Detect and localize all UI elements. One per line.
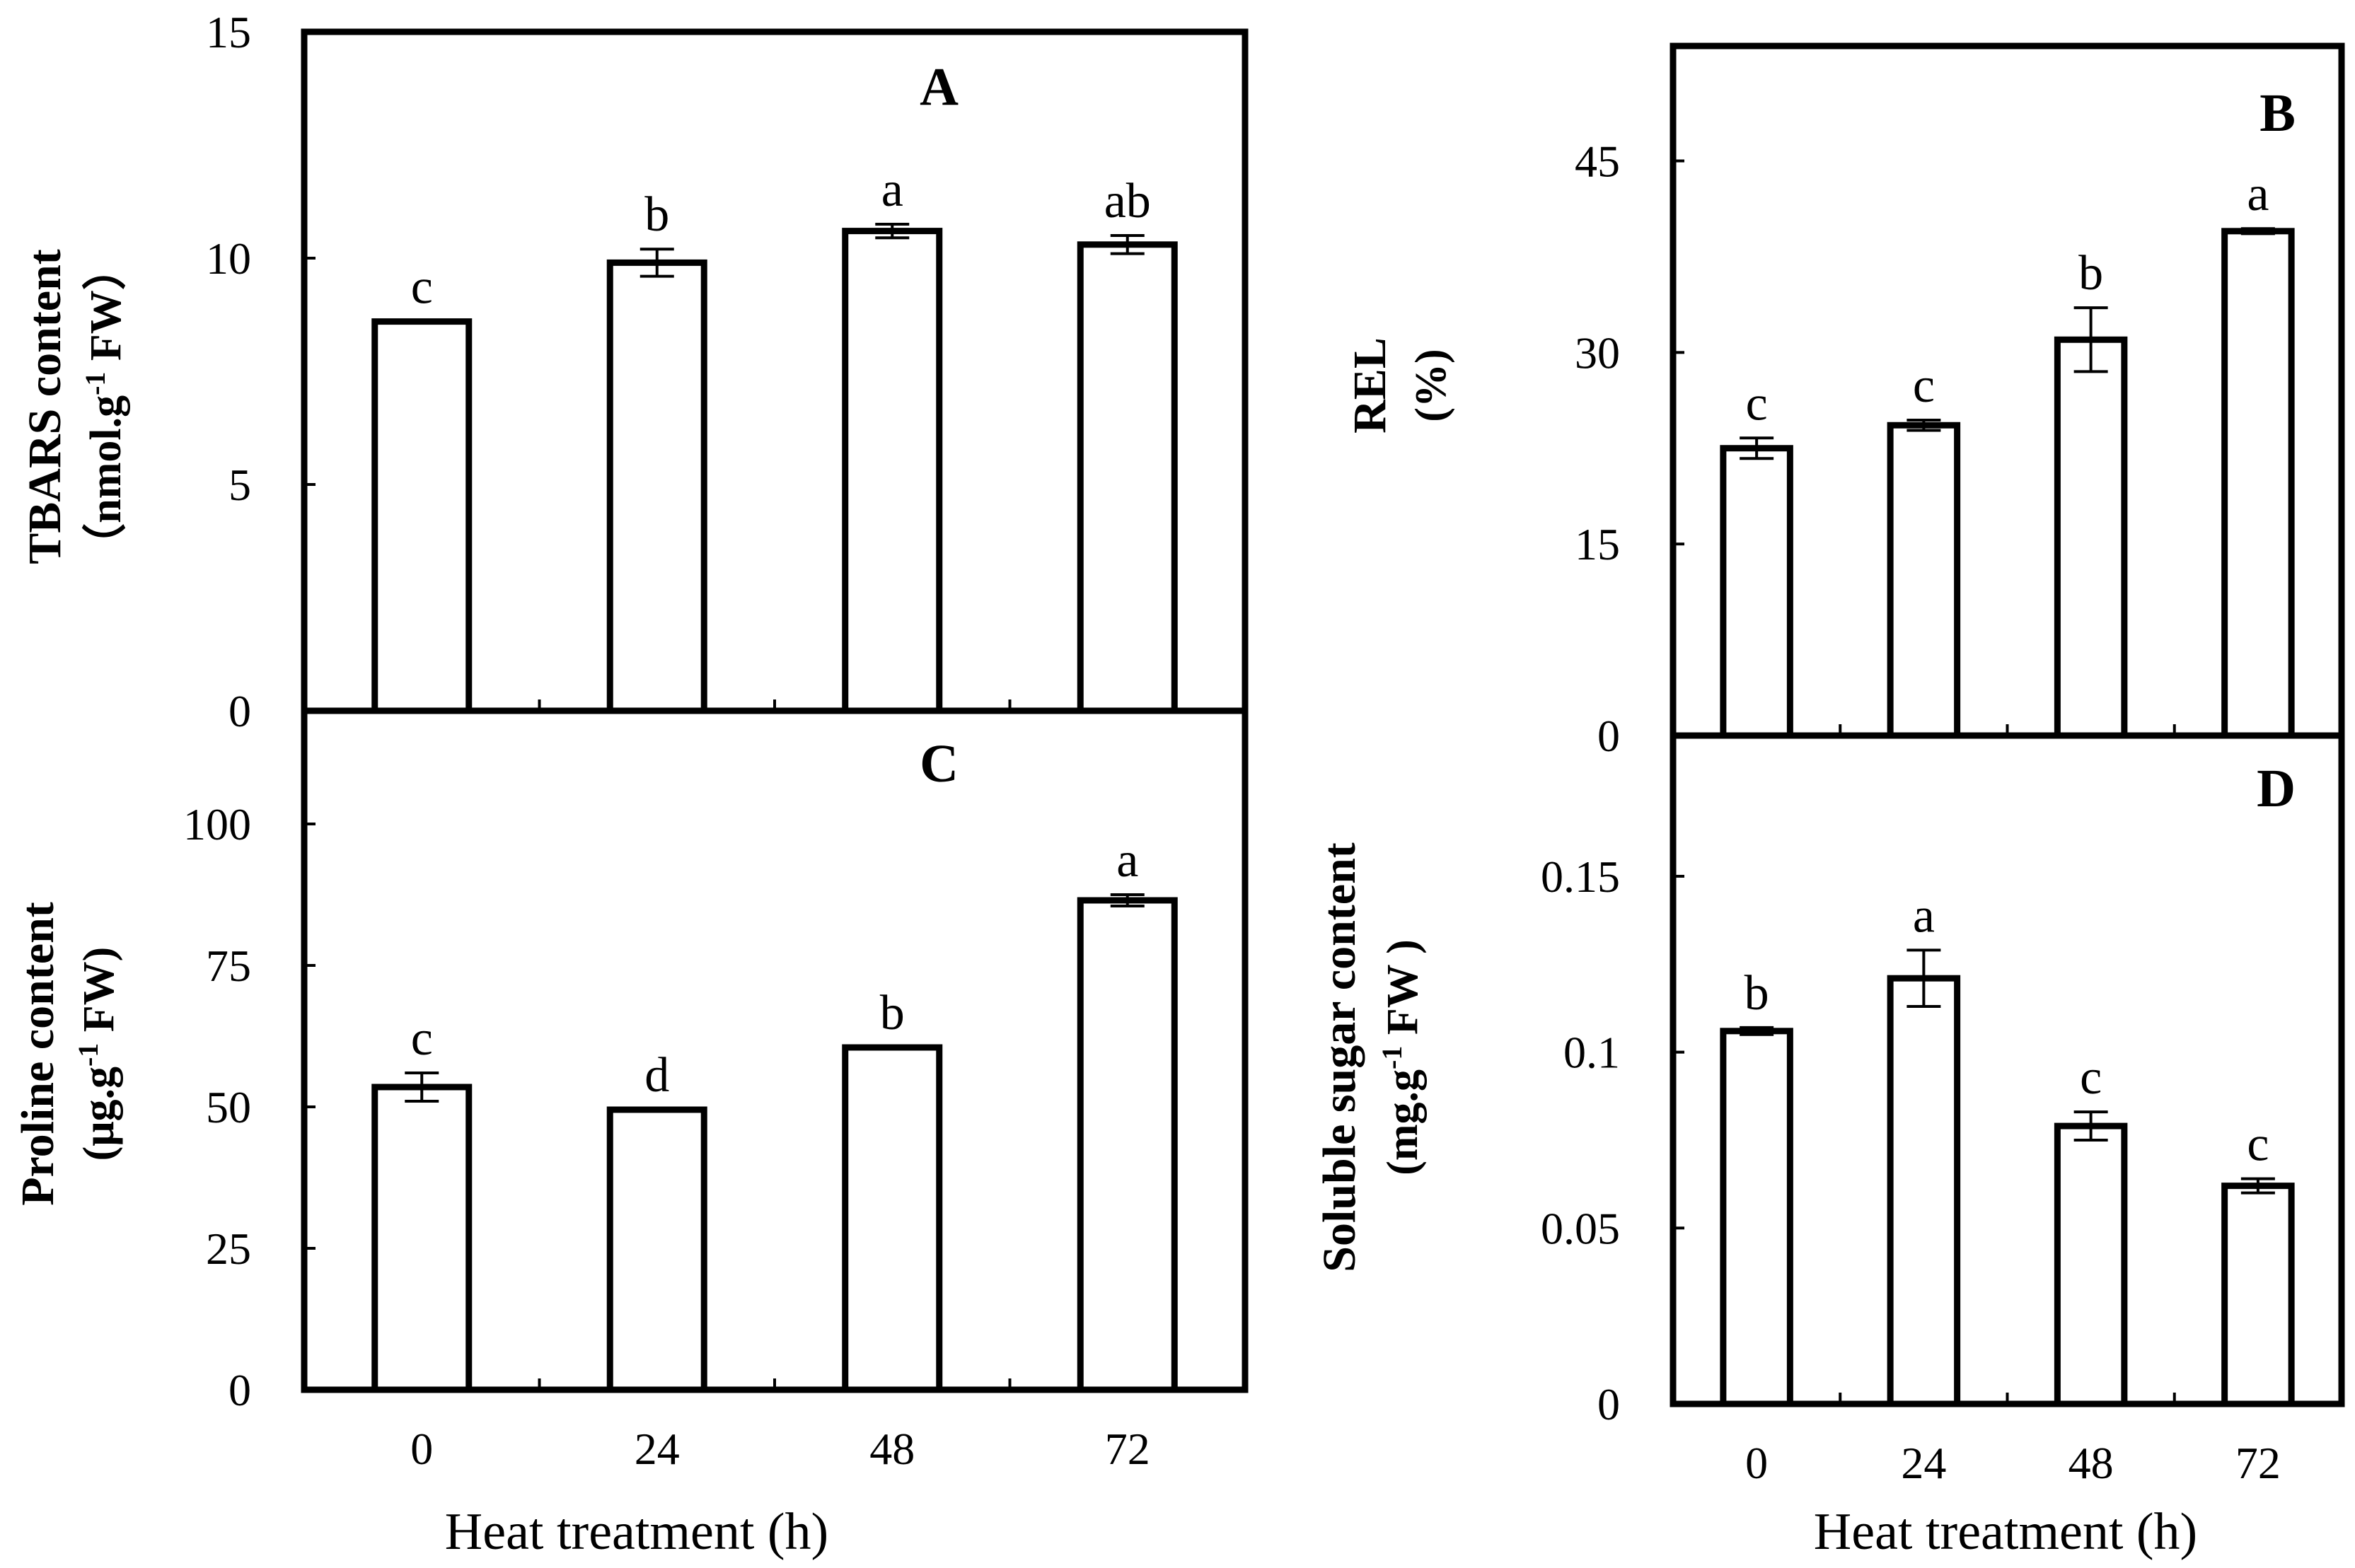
panel-d-ytick-label: 0.1 [1563, 1028, 1620, 1078]
ylabel-a-unit: （nmol.g-1 FW） [79, 246, 131, 567]
ylabel-b-unit: (%) [1407, 349, 1455, 422]
ylabel-c: Proline content (μg.g-1 FW) [12, 902, 123, 1206]
panel-d-xtick-label: 48 [2068, 1438, 2114, 1488]
panel-b-bar-72 [2221, 228, 2295, 739]
panel-a-ytick-label: 0 [228, 686, 251, 736]
panel-d-ytick-label: 0 [1597, 1379, 1620, 1429]
panel-d-sig-label: a [1913, 888, 1935, 943]
panel-b: 0 15 30 45 c c b aB [1575, 42, 2345, 761]
panel-b-bar-0 [1720, 445, 1793, 739]
panel-c-xtick-label: 72 [1105, 1424, 1150, 1474]
panel-a-bar-48 [842, 228, 943, 714]
panel-c-letter: C [920, 734, 959, 794]
panel-b-ytick-label: 45 [1575, 137, 1620, 187]
xlabel-left: Heat treatment (h) [445, 1503, 828, 1561]
panel-c-ytick-label: 100 [183, 799, 251, 849]
panel-a-bar-72 [1077, 241, 1178, 714]
panel-a-sig-label: ab [1104, 174, 1151, 228]
panel-c-sig-label: d [644, 1048, 669, 1103]
panel-c-xtick-label: 48 [869, 1424, 915, 1474]
ylabel-d-main: Soluble sugar content [1314, 842, 1365, 1272]
panel-a-bar-24 [606, 259, 707, 714]
ylabel-b: REL (%) [1344, 337, 1455, 434]
panel-b-sig-label: b [2078, 246, 2103, 301]
panel-d-xtick-label: 0 [1745, 1438, 1768, 1488]
panel-c-bar-72 [1077, 897, 1178, 1393]
panel-a-letter: A [920, 57, 959, 117]
panel-d: 0 0.05 0.1 0.15 b 0 a 24 c 48 c 72 D [1541, 732, 2345, 1488]
panel-d-sig-label: b [1744, 966, 1769, 1021]
panel-c-ytick-label: 50 [206, 1082, 251, 1132]
panel-d-bar-0 [1720, 1028, 1793, 1407]
panel-b-letter: B [2259, 83, 2296, 143]
xlabel-right: Heat treatment (h) [1814, 1503, 2197, 1561]
panel-b-sig-label: c [1746, 376, 1768, 431]
ylabel-b-main: REL [1344, 337, 1396, 434]
panel-c-sig-label: a [1116, 833, 1138, 888]
panel-c-bar-0 [371, 1084, 473, 1393]
panel-c-bar-24 [606, 1106, 707, 1393]
ylabel-a-main: TBARS content [19, 249, 71, 564]
panel-a-ytick-label: 10 [206, 233, 251, 284]
panel-b-sig-label: a [2247, 167, 2269, 221]
panel-d-bar-24 [1887, 975, 1961, 1407]
panel-a-sig-label: c [411, 260, 433, 315]
panel-c-bar-48 [842, 1044, 943, 1393]
panel-c-xtick-label: 0 [410, 1424, 433, 1474]
ylabel-d-unit: (mg.g-1 FW ) [1376, 939, 1428, 1175]
panel-a-sig-label: a [881, 163, 903, 217]
panel-a-ytick-label: 15 [206, 7, 251, 57]
panel-c-ytick-label: 25 [206, 1224, 251, 1274]
ylabel-a: TBARS content （nmol.g-1 FW） [19, 246, 130, 567]
panel-c-ytick-label: 0 [228, 1365, 251, 1415]
panel-d-xtick-label: 72 [2235, 1438, 2281, 1488]
panel-c: 0 25 50 75 100 c 0 d 24 b 48 a 72 C [183, 707, 1249, 1474]
panel-b-bar-48 [2054, 336, 2128, 739]
panel-c-sig-label: b [880, 986, 905, 1040]
panel-a: 0 5 10 15 c b a ab A [206, 7, 1249, 736]
panel-a-sig-label: b [644, 187, 669, 242]
panel-d-sig-label: c [2080, 1050, 2102, 1105]
panel-a-bar-0 [371, 318, 473, 714]
panel-c-xtick-label: 24 [635, 1424, 680, 1474]
panel-d-bar-48 [2054, 1122, 2128, 1407]
panel-b-ytick-label: 15 [1575, 519, 1620, 569]
panel-d-letter: D [2257, 759, 2296, 818]
panel-d-xtick-label: 24 [1901, 1438, 1946, 1488]
panel-d-bar-72 [2221, 1183, 2295, 1407]
panel-c-ytick-label: 75 [206, 941, 251, 991]
panel-d-ytick-label: 0.05 [1541, 1203, 1620, 1253]
panel-d-sig-label: c [2247, 1117, 2269, 1172]
panel-d-ytick-label: 0.15 [1541, 852, 1620, 902]
panel-b-ytick-label: 30 [1575, 327, 1620, 378]
panel-c-sig-label: c [411, 1011, 433, 1066]
ylabel-c-unit: (μg.g-1 FW) [72, 947, 124, 1161]
ylabel-c-main: Proline content [12, 902, 64, 1206]
panel-b-sig-label: c [1913, 359, 1935, 413]
panel-b-ytick-label: 0 [1597, 711, 1620, 761]
panel-a-ytick-label: 5 [228, 460, 251, 510]
ylabel-d: Soluble sugar content (mg.g-1 FW ) [1314, 842, 1427, 1272]
panel-b-bar-24 [1887, 422, 1961, 739]
